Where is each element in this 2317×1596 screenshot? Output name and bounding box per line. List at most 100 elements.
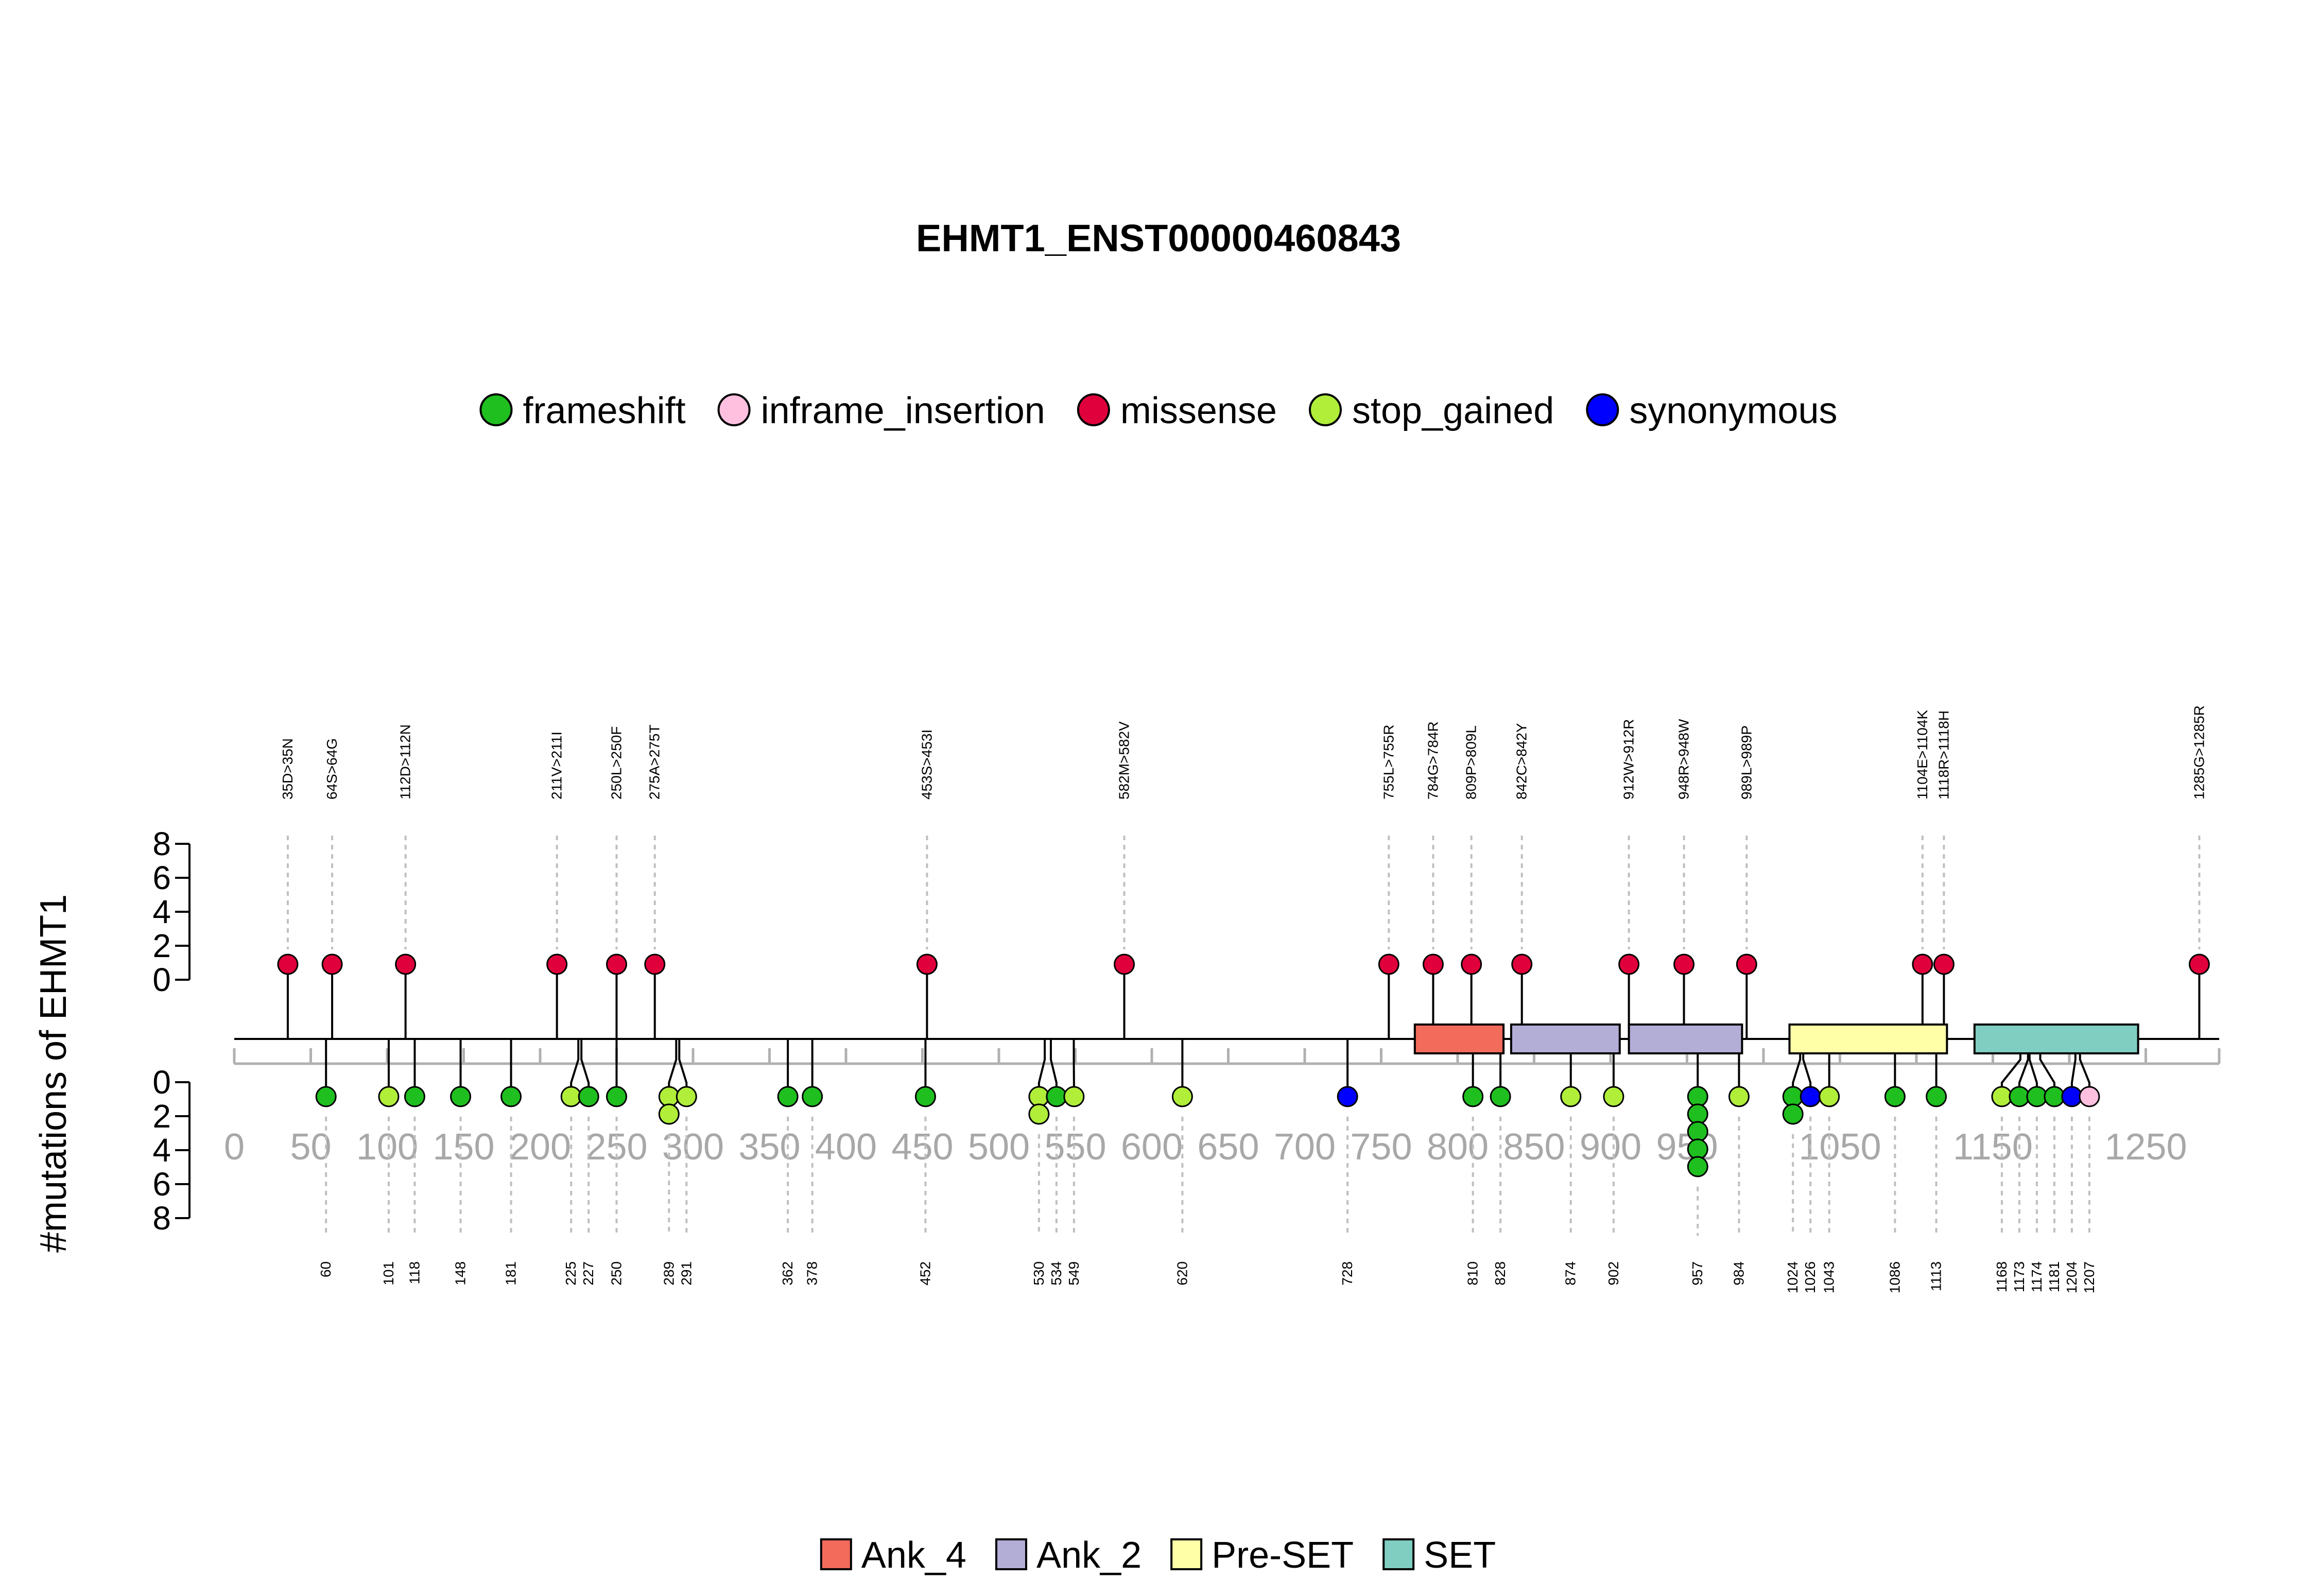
- frameshift-point: [1046, 1086, 1067, 1107]
- frameshift-point: [2009, 1086, 2030, 1107]
- legend-item-ank-2: Ank_2: [995, 1535, 1142, 1576]
- ank-4-swatch: [820, 1538, 852, 1570]
- stop-gained-label: 620: [1174, 1261, 1190, 1286]
- x-tick-label: 850: [1503, 1126, 1565, 1168]
- missense-label: 948R>948W: [1676, 719, 1692, 800]
- missense-label: 35D>35N: [280, 738, 296, 800]
- x-tick-label: 500: [968, 1126, 1030, 1168]
- x-tick-label: 1250: [2104, 1126, 2187, 1168]
- stop-gained-label: 984: [1731, 1261, 1747, 1286]
- frameshift-label: 828: [1492, 1261, 1508, 1286]
- x-tick-label: 550: [1044, 1126, 1106, 1168]
- x-tick-label: 750: [1350, 1126, 1412, 1168]
- upper-y-tick-label: 6: [152, 859, 171, 896]
- stop-gained-point: [1063, 1086, 1085, 1107]
- frameshift-point: [914, 1086, 936, 1107]
- upper-y-tick-label: 2: [152, 927, 171, 964]
- frameshift-point: [1782, 1103, 1804, 1125]
- missense-point: [1422, 953, 1444, 975]
- missense-point: [321, 953, 343, 975]
- stop-gained-point: [560, 1086, 582, 1107]
- x-tick-label: 300: [662, 1126, 724, 1168]
- frameshift-label: 957: [1689, 1261, 1705, 1286]
- missense-label: 582M>582V: [1116, 721, 1132, 800]
- missense-label: 755L>755R: [1380, 724, 1396, 800]
- frameshift-label: 810: [1465, 1261, 1481, 1286]
- missense-label: 989L>989P: [1738, 725, 1754, 800]
- missense-label: 250L>250F: [608, 726, 624, 800]
- set-swatch: [1382, 1538, 1415, 1570]
- x-tick-label: 0: [224, 1126, 245, 1168]
- stop-gained-label: 902: [1605, 1261, 1621, 1286]
- missense-label: 912W>912R: [1621, 719, 1637, 800]
- frameshift-point: [606, 1086, 627, 1107]
- legend-item-ank-4: Ank_4: [820, 1535, 966, 1576]
- x-tick-label: 50: [290, 1126, 331, 1168]
- stop-gained-label: 530: [1031, 1261, 1047, 1286]
- frameshift-point: [1884, 1086, 1906, 1107]
- stop-gained-point: [1728, 1086, 1750, 1107]
- missense-point: [916, 953, 938, 975]
- x-tick-label: 100: [356, 1126, 418, 1168]
- x-tick-label: 650: [1197, 1126, 1259, 1168]
- legend-label: frameshift: [523, 390, 685, 431]
- missense-point: [277, 953, 299, 975]
- missense-point: [644, 953, 666, 975]
- frameshift-point: [315, 1086, 337, 1107]
- legend-label: Pre-SET: [1212, 1535, 1354, 1576]
- legend-label: stop_gained: [1352, 390, 1554, 431]
- stop-gained-point: [1819, 1086, 1840, 1107]
- legend-item-missense: missense: [1077, 390, 1277, 431]
- domain-set: [1973, 1023, 2139, 1054]
- legend-item-inframe-insertion: inframe_insertion: [717, 390, 1045, 431]
- stop-gained-point: [1171, 1086, 1193, 1107]
- chart-title: EHMT1_ENST00000460843: [916, 217, 1401, 259]
- ank-2-swatch: [995, 1538, 1027, 1570]
- missense-swatch: [1077, 393, 1110, 426]
- frameshift-point: [500, 1086, 522, 1107]
- position-guides: [286, 836, 2201, 1236]
- missense-point: [1736, 953, 1757, 975]
- upper-y-tick-label: 8: [152, 825, 171, 862]
- domain-ank-2: [1510, 1023, 1621, 1054]
- stop-gained-point: [658, 1103, 680, 1125]
- missense-label: 275A>275T: [647, 724, 663, 800]
- stop-gained-label: 225: [563, 1261, 579, 1286]
- x-tick-label: 200: [509, 1126, 571, 1168]
- stop-gained-point: [1603, 1086, 1624, 1107]
- frameshift-label: 118: [406, 1261, 422, 1285]
- stop-gained-swatch: [1308, 393, 1342, 426]
- mutation-labels: 35D>35N 64S>64G 112D>112N 211V>211I 250L>250…: [280, 705, 2207, 1293]
- x-tick-label: 950: [1656, 1126, 1718, 1168]
- x-tick-label: 1050: [1799, 1126, 1881, 1168]
- legend-label: missense: [1120, 390, 1277, 431]
- missense-point: [1511, 953, 1533, 975]
- frameshift-label: 452: [917, 1261, 933, 1286]
- frameshift-point: [777, 1086, 799, 1107]
- missense-point: [2188, 953, 2210, 975]
- stop-gained-label: 549: [1066, 1261, 1082, 1286]
- legend-label: SET: [1424, 1535, 1496, 1576]
- frameshift-point: [2044, 1086, 2065, 1107]
- lower-y-tick-label: 8: [152, 1200, 171, 1237]
- frameshift-label: 1181: [2046, 1261, 2062, 1292]
- lower-y-tick-label: 0: [152, 1064, 171, 1101]
- missense-label: 842C>842Y: [1514, 723, 1530, 800]
- x-tick-label: 150: [433, 1126, 494, 1168]
- frameshift-point: [2026, 1086, 2048, 1107]
- synonymous-label: 728: [1339, 1261, 1355, 1286]
- synonymous-point: [1337, 1086, 1358, 1107]
- domain-ank-2: [1628, 1023, 1743, 1054]
- missense-label: 1118R>1118H: [1935, 710, 1951, 800]
- frameshift-point: [1687, 1156, 1708, 1177]
- inframe-insertion-swatch: [717, 393, 751, 426]
- inframe-insertion-point: [2079, 1086, 2100, 1107]
- x-tick-label: 700: [1274, 1126, 1336, 1168]
- synonymous-point: [2061, 1086, 2083, 1107]
- missense-point: [1673, 953, 1695, 975]
- missense-label: 211V>211I: [549, 732, 565, 800]
- frameshift-label: 1174: [2029, 1261, 2045, 1292]
- stop-gained-point: [1028, 1103, 1050, 1125]
- domain-ank-4: [1413, 1023, 1505, 1054]
- missense-point: [395, 953, 417, 975]
